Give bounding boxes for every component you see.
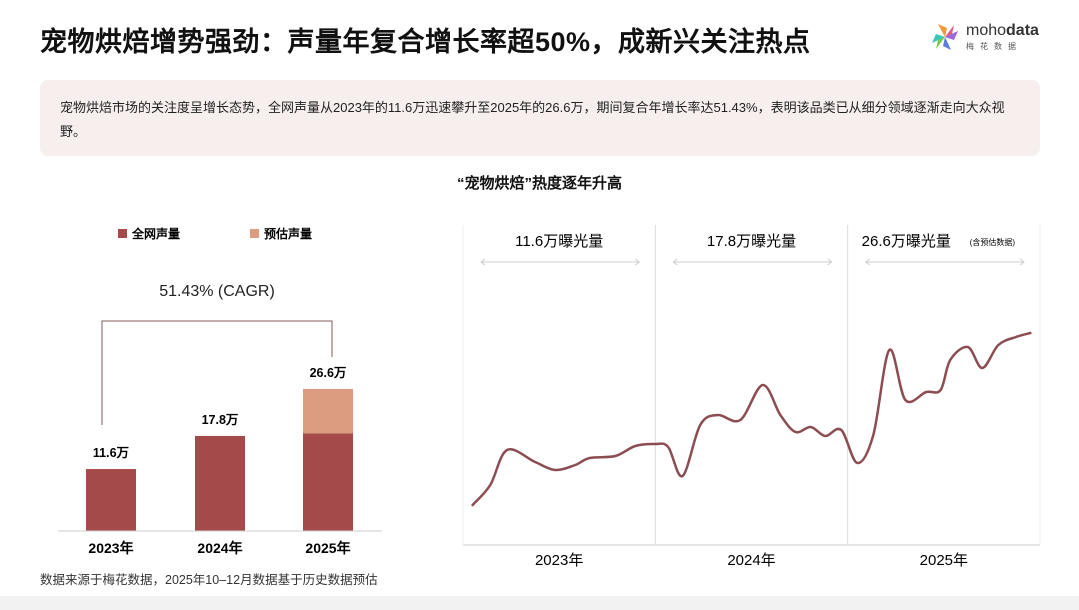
logo: mohodata 梅花数据	[930, 22, 1039, 52]
cagr-bracket	[101, 320, 333, 425]
heat-trend-line	[471, 331, 1032, 507]
x-tick-label: 2024年	[197, 540, 242, 556]
period-note: (含预估数据)	[970, 237, 1016, 247]
year-label: 2024年	[727, 552, 775, 569]
source-note: 数据来源于梅花数据，2025年10–12月数据基于历史数据预估	[40, 573, 378, 587]
bar-data-label: 11.6万	[93, 446, 129, 460]
bar-actual	[86, 469, 136, 531]
x-tick-label: 2023年	[88, 540, 133, 556]
chart-subtitle: “宠物烘焙”热度逐年升高	[456, 175, 622, 192]
legend-label-estimate: 预估声量	[264, 226, 312, 241]
logo-text: moho	[966, 21, 1007, 39]
logo-text-bold: data	[1006, 21, 1039, 39]
pinwheel-logo-icon	[932, 24, 958, 50]
bar-data-label: 17.8万	[202, 413, 239, 427]
legend-swatch-actual	[118, 229, 127, 238]
period-label: 17.8万曝光量	[707, 233, 796, 250]
year-label: 2025年	[920, 552, 968, 569]
period-label: 11.6万曝光量	[515, 233, 603, 250]
legend-label-actual: 全网声量	[131, 226, 180, 241]
period-label: 26.6万曝光量	[862, 233, 951, 250]
range-arrow-icon	[672, 258, 833, 266]
x-tick-label: 2025年	[305, 540, 350, 556]
bar-actual	[195, 435, 245, 531]
range-arrow-icon	[864, 258, 1025, 266]
cagr-annotation: 51.43% (CAGR)	[159, 283, 275, 300]
legend-swatch-estimate	[250, 229, 259, 238]
logo-subtext: 梅花数据	[966, 41, 1022, 51]
year-label: 2023年	[535, 552, 583, 569]
summary-box: 宠物烘焙市场的关注度呈增长态势，全网声量从2023年的11.6万迅速攀升至202…	[40, 80, 1040, 156]
bar-data-label: 26.6万	[310, 366, 347, 380]
page-title: 宠物烘焙增势强劲：声量年复合增长率超50%，成新兴关注热点	[40, 27, 811, 57]
bar-actual	[303, 433, 353, 531]
footer-bar	[0, 596, 1079, 610]
bar-estimate	[303, 388, 353, 434]
range-arrow-icon	[480, 258, 641, 266]
